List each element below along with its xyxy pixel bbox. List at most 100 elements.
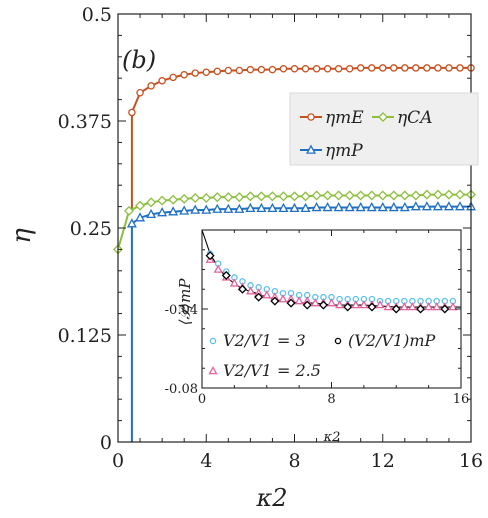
series-2-point xyxy=(168,206,179,216)
inset-series-1-point xyxy=(407,302,417,311)
x-tick-label: 12 xyxy=(371,450,395,472)
series-0-point xyxy=(456,64,464,72)
inset-series-2-point xyxy=(270,296,280,306)
inset-legend-label: V2/V1 = 3 xyxy=(223,331,306,350)
series-1-point xyxy=(278,191,289,202)
inset-series-1-point xyxy=(432,302,442,311)
series-1-point xyxy=(124,205,135,216)
inset-series-1-point xyxy=(278,294,288,303)
series-2-point xyxy=(245,202,256,213)
inset-plot-data xyxy=(201,229,461,314)
series-1-point xyxy=(300,191,311,202)
series-1-point xyxy=(454,189,465,200)
series-2-point xyxy=(311,201,322,212)
series-1-point xyxy=(212,192,223,203)
y-tick-label: 0 xyxy=(100,432,112,454)
inset-series-1-point xyxy=(399,302,409,311)
series-1-point xyxy=(146,197,157,208)
inset-series-1-point xyxy=(351,300,361,309)
series-0-point xyxy=(169,73,177,82)
y-tick-label: 0.5 xyxy=(82,4,112,26)
series-2-point xyxy=(399,201,410,212)
series-0-point xyxy=(356,64,365,72)
series-0-point xyxy=(246,65,255,74)
inset-series-1-point xyxy=(375,300,385,309)
series-1-point xyxy=(344,190,355,201)
inset-series-2-point xyxy=(416,304,426,314)
legend-marker xyxy=(306,144,316,154)
series-0-point xyxy=(268,65,277,74)
inset-series-1-point xyxy=(359,300,369,309)
series-1-point xyxy=(432,189,443,200)
series-1-point xyxy=(399,190,410,201)
inset-series-1-point xyxy=(229,278,239,287)
series-2-point xyxy=(355,201,366,212)
x-tick-label: 4 xyxy=(200,450,212,472)
series-0-point xyxy=(323,65,332,73)
series-2-point xyxy=(201,204,212,214)
series-1-point xyxy=(355,190,366,201)
main-xlabel: κ2 xyxy=(255,484,287,512)
legend-box xyxy=(289,92,479,166)
inset-legend-label: (V2/V1)mP xyxy=(348,331,436,350)
legend-label: ηmE xyxy=(325,108,364,128)
series-0-point xyxy=(312,65,321,73)
inset-series-1-point xyxy=(424,302,434,311)
series-0-point xyxy=(224,66,233,75)
series-0-point xyxy=(191,69,199,77)
series-1-point xyxy=(366,190,377,201)
series-2-point xyxy=(146,208,157,219)
legend-marker xyxy=(377,111,389,123)
main-axes: 0 4 8 12 16 0 0.125 0.25 0.375 0.5 xyxy=(58,4,484,472)
series-1-point xyxy=(388,190,399,201)
inset-series-2-point xyxy=(254,292,264,302)
series-1-point xyxy=(333,190,344,201)
series-0-point xyxy=(158,77,166,85)
inset-series-2-point xyxy=(391,304,401,314)
series-1-point xyxy=(443,189,454,200)
y-tick-label: 0.375 xyxy=(58,111,112,133)
series-0-point xyxy=(147,82,155,90)
series-2-point xyxy=(278,202,289,213)
inset-legend: V2/V1 = 3 (V2/V1)mP V2/V1 = 2.5 xyxy=(208,331,436,380)
series-2-point xyxy=(377,201,388,212)
inset-series-2-point xyxy=(302,300,312,310)
inset-series-1-point xyxy=(310,298,320,307)
series-0-point xyxy=(257,65,266,74)
series-0-point xyxy=(445,64,453,72)
series-1-point xyxy=(267,191,278,202)
inset-series-1-point xyxy=(383,302,393,311)
series-0-point xyxy=(290,65,299,73)
series-1-point xyxy=(135,200,146,211)
inset-x-tick-label: 16 xyxy=(453,392,470,407)
inset-series-1-point xyxy=(262,290,272,299)
series-2-point xyxy=(454,201,465,211)
series-0-point xyxy=(401,64,409,72)
series-1-point xyxy=(289,191,300,202)
series-1-point xyxy=(377,190,388,201)
series-0-point xyxy=(412,64,420,72)
series-0-point xyxy=(345,65,354,73)
y-tick-label: 0.125 xyxy=(58,325,112,347)
series-2-point xyxy=(157,207,168,217)
series-1-point xyxy=(157,195,168,206)
series-0-point xyxy=(301,65,310,73)
series-1-point xyxy=(421,189,432,200)
series-2-point xyxy=(388,201,399,212)
legend-marker xyxy=(307,113,315,121)
series-2-point xyxy=(223,203,234,213)
main-legend: ηmE ηCA ηmP xyxy=(289,92,479,166)
series-0-point xyxy=(434,64,442,72)
inset-legend-marker xyxy=(209,337,217,345)
inset-x-tick-label: 8 xyxy=(327,392,335,407)
panel-label: (b) xyxy=(122,46,156,74)
series-0-point xyxy=(367,64,376,72)
series-2-point xyxy=(289,202,300,213)
series-2-point xyxy=(432,201,443,211)
series-0-point xyxy=(279,65,288,73)
series-2-point xyxy=(410,201,421,211)
series-0-point xyxy=(378,64,387,72)
inset-series-2-point xyxy=(343,302,353,312)
inset-series-2-point xyxy=(221,270,231,280)
